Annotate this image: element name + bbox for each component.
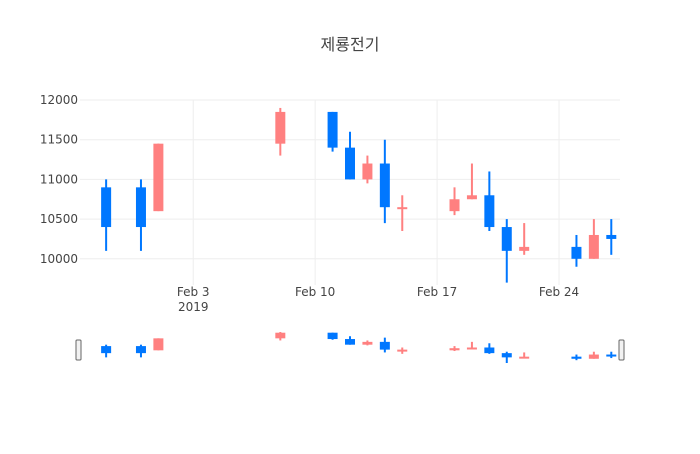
slider-candle-increasing [397,347,408,354]
candle-decreasing[interactable] [327,111,338,152]
slider-candle-increasing [449,346,460,352]
slider-candle-decreasing [379,337,390,353]
slider-candle-decreasing [345,336,355,345]
slider-candle-body [275,332,286,339]
candle-body [466,195,477,200]
slider-candle-decreasing [571,354,582,361]
candle-body [345,147,355,180]
slider-candle-body [501,353,512,358]
y-tick-label: 11000 [40,172,78,186]
y-tick-label: 10500 [40,212,78,226]
slider-candle-increasing [519,352,530,359]
slider-candle-body [397,349,408,352]
candle-body [588,234,599,259]
slider-candle-decreasing [501,351,512,363]
candle-decreasing[interactable] [606,219,617,255]
x-tick-label: Feb 24 [539,285,579,299]
candle-body [519,246,530,251]
slider-candle-body [588,354,599,359]
range-slider-right-handle[interactable] [618,339,625,361]
candle-increasing[interactable] [275,107,286,156]
candle-body [484,195,495,228]
slider-candle-increasing [275,332,286,341]
slider-candle-body [449,348,460,351]
slider-candle-body [379,341,390,350]
slider-candle-decreasing [327,332,338,340]
candle-body [153,143,164,212]
range-slider[interactable] [75,332,625,363]
candle-decreasing[interactable] [571,234,582,267]
x-tick-label: Feb 3 [177,285,210,299]
slider-candle-body [484,347,495,354]
slider-candle-body [101,346,112,354]
x-tick-year: 2019 [178,300,209,314]
slider-candle-body [345,339,355,345]
candle-decreasing[interactable] [501,219,512,283]
candle-decreasing[interactable] [484,171,495,232]
candle-body [362,163,373,180]
candle-decreasing[interactable] [135,179,146,251]
candle-increasing[interactable] [449,187,460,216]
y-tick-label: 12000 [40,93,78,107]
candle-body [135,187,146,228]
candle-body [571,246,582,259]
candle-body [397,207,408,210]
candle-increasing[interactable] [466,163,477,200]
y-tick-label: 11500 [40,133,78,147]
slider-candle-body [135,346,146,354]
slider-candle-body [571,356,582,359]
candle-increasing[interactable] [362,155,373,184]
slider-candle-body [519,356,530,359]
x-tick-label: Feb 17 [417,285,457,299]
candle-increasing[interactable] [153,143,164,212]
candles-layer[interactable] [101,107,617,283]
slider-candle-body [466,347,477,350]
y-tick-label: 10000 [40,252,78,266]
slider-candle-increasing [466,341,477,350]
candle-increasing[interactable] [519,223,530,255]
candle-body [101,187,112,228]
candle-decreasing[interactable] [101,179,112,251]
candle-decreasing[interactable] [345,131,355,180]
x-tick-label: Feb 10 [295,285,335,299]
slider-candle-increasing [588,351,599,359]
candle-decreasing[interactable] [379,139,390,224]
candle-body [379,163,390,208]
slider-candle-body [153,338,164,351]
candle-increasing[interactable] [588,219,599,259]
candle-body [606,234,617,239]
slider-candle-decreasing [484,343,495,354]
slider-candle-increasing [362,340,373,346]
range-slider-left-handle[interactable] [75,339,82,361]
candle-increasing[interactable] [397,195,408,232]
slider-candle-body [362,341,373,345]
slider-candle-decreasing [606,351,617,359]
chart-title: 제룡전기 [321,35,380,54]
candle-body [327,111,338,148]
candle-body [501,227,512,251]
slider-candle-body [327,332,338,340]
slider-candle-body [606,354,617,357]
slider-candle-decreasing [135,344,146,358]
slider-candle-increasing [153,338,164,351]
slider-candle-decreasing [101,344,112,358]
candle-body [449,199,460,212]
candle-body [275,111,286,144]
